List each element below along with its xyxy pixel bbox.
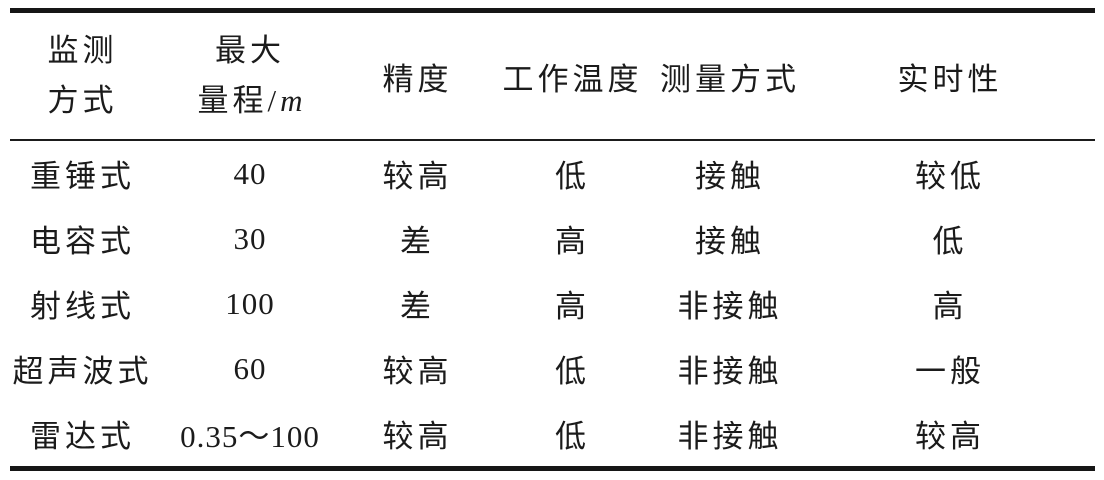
cell-precision: 较高 [382,419,453,454]
header-monitoring-method-line1: 监测 [47,33,118,68]
cell-working-temperature: 高 [555,224,590,259]
header-max-range-line1: 最大 [215,33,285,68]
cell-working-temperature: 高 [555,289,590,324]
cell-max-range: 40 [233,155,267,191]
cell-working-temperature: 低 [555,419,590,454]
cell-realtime: 高 [932,289,968,324]
cell-working-temperature: 低 [555,159,590,194]
header-realtime: 实时性 [805,10,1095,141]
cell-precision: 较高 [382,159,453,194]
cell-measurement-mode: 非接触 [677,289,783,324]
header-row: 监测 方式 最大 量程/m 精度 工作温度 测量方式 实时性 [10,10,1095,141]
cell-max-range: 30 [233,220,267,256]
table-row: 超声波式 60 较高 低 非接触 一般 [10,336,1095,401]
cell-measurement-mode: 非接触 [677,354,783,389]
table-row: 电容式 30 差 高 接触 低 [10,206,1095,271]
cell-precision: 差 [400,289,435,324]
header-measurement-mode: 测量方式 [655,10,805,141]
header-max-range-line2: 量程/m [155,76,345,126]
cell-measurement-mode: 非接触 [677,419,783,454]
header-precision: 精度 [345,10,490,141]
cell-method: 电容式 [30,224,135,259]
header-working-temperature: 工作温度 [490,10,655,141]
cell-realtime: 较高 [915,419,985,454]
header-monitoring-method: 监测 方式 [10,10,155,141]
table-row: 雷达式 0.35～100 较高 低 非接触 较高 [10,401,1095,469]
table-body: 重锤式 40 较高 低 接触 较低 电容式 30 差 高 接触 低 射线式 10… [10,140,1095,469]
cell-realtime: 较低 [915,159,985,194]
cell-max-range: 0.35～100 [180,419,320,454]
header-max-range: 最大 量程/m [155,10,345,141]
cell-method: 射线式 [30,289,135,324]
table-row: 重锤式 40 较高 低 接触 较低 [10,140,1095,206]
cell-max-range: 60 [233,350,267,386]
cell-method: 重锤式 [30,159,135,194]
cell-precision: 差 [400,224,435,259]
cell-method: 雷达式 [30,419,135,454]
cell-measurement-mode: 接触 [695,224,765,259]
header-max-range-unit: m [280,83,303,118]
table-row: 射线式 100 差 高 非接触 高 [10,271,1095,336]
table-header: 监测 方式 最大 量程/m 精度 工作温度 测量方式 实时性 [10,10,1095,141]
cell-realtime: 低 [932,224,968,259]
header-max-range-label: 量程/ [197,83,281,118]
cell-precision: 较高 [382,354,453,389]
cell-method: 超声波式 [12,354,153,389]
cell-working-temperature: 低 [555,354,590,389]
cell-realtime: 一般 [915,354,985,389]
monitoring-methods-comparison-table: 监测 方式 最大 量程/m 精度 工作温度 测量方式 实时性 重锤式 40 较高… [10,8,1095,471]
cell-measurement-mode: 接触 [695,159,765,194]
cell-max-range: 100 [225,285,275,321]
header-monitoring-method-line2: 方式 [47,83,118,118]
